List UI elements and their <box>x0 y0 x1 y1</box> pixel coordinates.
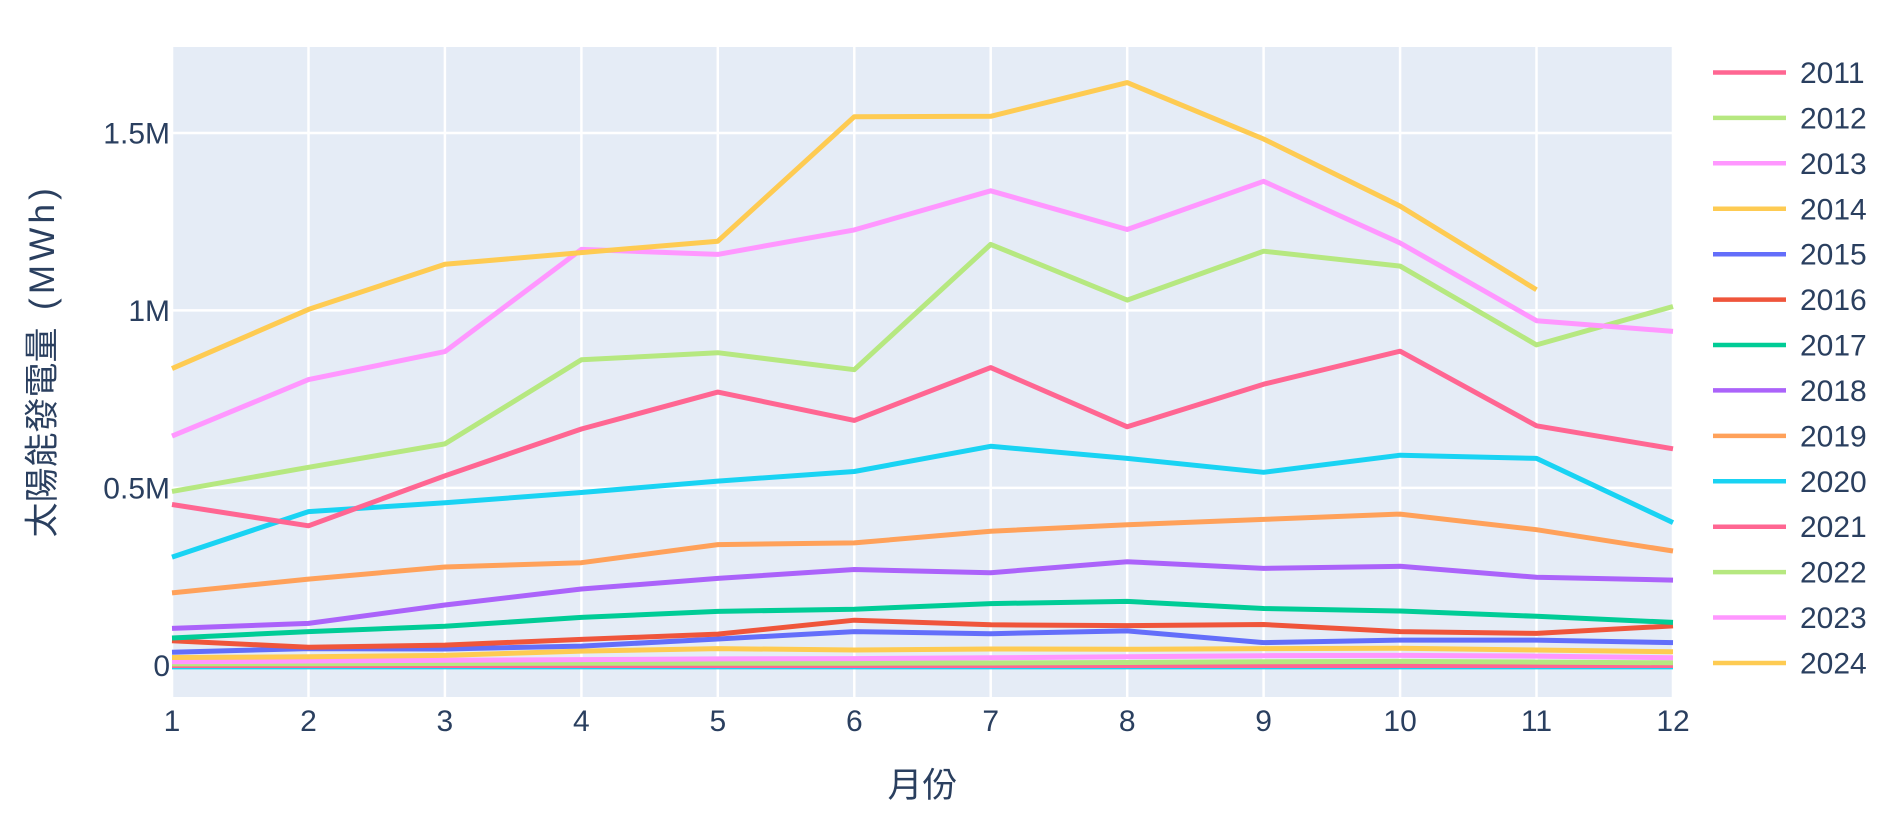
svg-text:2021: 2021 <box>1800 511 1867 544</box>
svg-text:(MWh): (MWh) <box>23 184 62 310</box>
svg-text:2023: 2023 <box>1800 602 1867 635</box>
svg-text:2019: 2019 <box>1800 420 1867 453</box>
svg-text:0: 0 <box>153 650 170 683</box>
svg-text:10: 10 <box>1383 705 1416 738</box>
svg-text:9: 9 <box>1255 705 1272 738</box>
svg-text:8: 8 <box>1119 705 1136 738</box>
svg-text:5: 5 <box>709 705 726 738</box>
svg-text:11: 11 <box>1521 705 1552 738</box>
svg-text:1M: 1M <box>128 295 170 328</box>
svg-text:4: 4 <box>573 705 590 738</box>
svg-text:2013: 2013 <box>1800 148 1867 181</box>
svg-text:1: 1 <box>164 705 181 738</box>
svg-text:2015: 2015 <box>1800 239 1867 272</box>
svg-text:2024: 2024 <box>1800 648 1867 681</box>
svg-text:2017: 2017 <box>1800 330 1867 363</box>
svg-text:2011: 2011 <box>1800 57 1865 90</box>
svg-text:2022: 2022 <box>1800 557 1867 590</box>
svg-text:2020: 2020 <box>1800 466 1867 499</box>
svg-text:3: 3 <box>437 705 454 738</box>
svg-text:12: 12 <box>1656 705 1689 738</box>
svg-text:2018: 2018 <box>1800 375 1867 408</box>
svg-text:6: 6 <box>846 705 863 738</box>
svg-text:2: 2 <box>300 705 317 738</box>
svg-text:7: 7 <box>982 705 999 738</box>
svg-text:2016: 2016 <box>1800 284 1867 317</box>
svg-text:2012: 2012 <box>1800 102 1867 135</box>
svg-text:0.5M: 0.5M <box>103 472 170 505</box>
svg-text:1.5M: 1.5M <box>103 118 170 151</box>
svg-text:2014: 2014 <box>1800 193 1867 226</box>
